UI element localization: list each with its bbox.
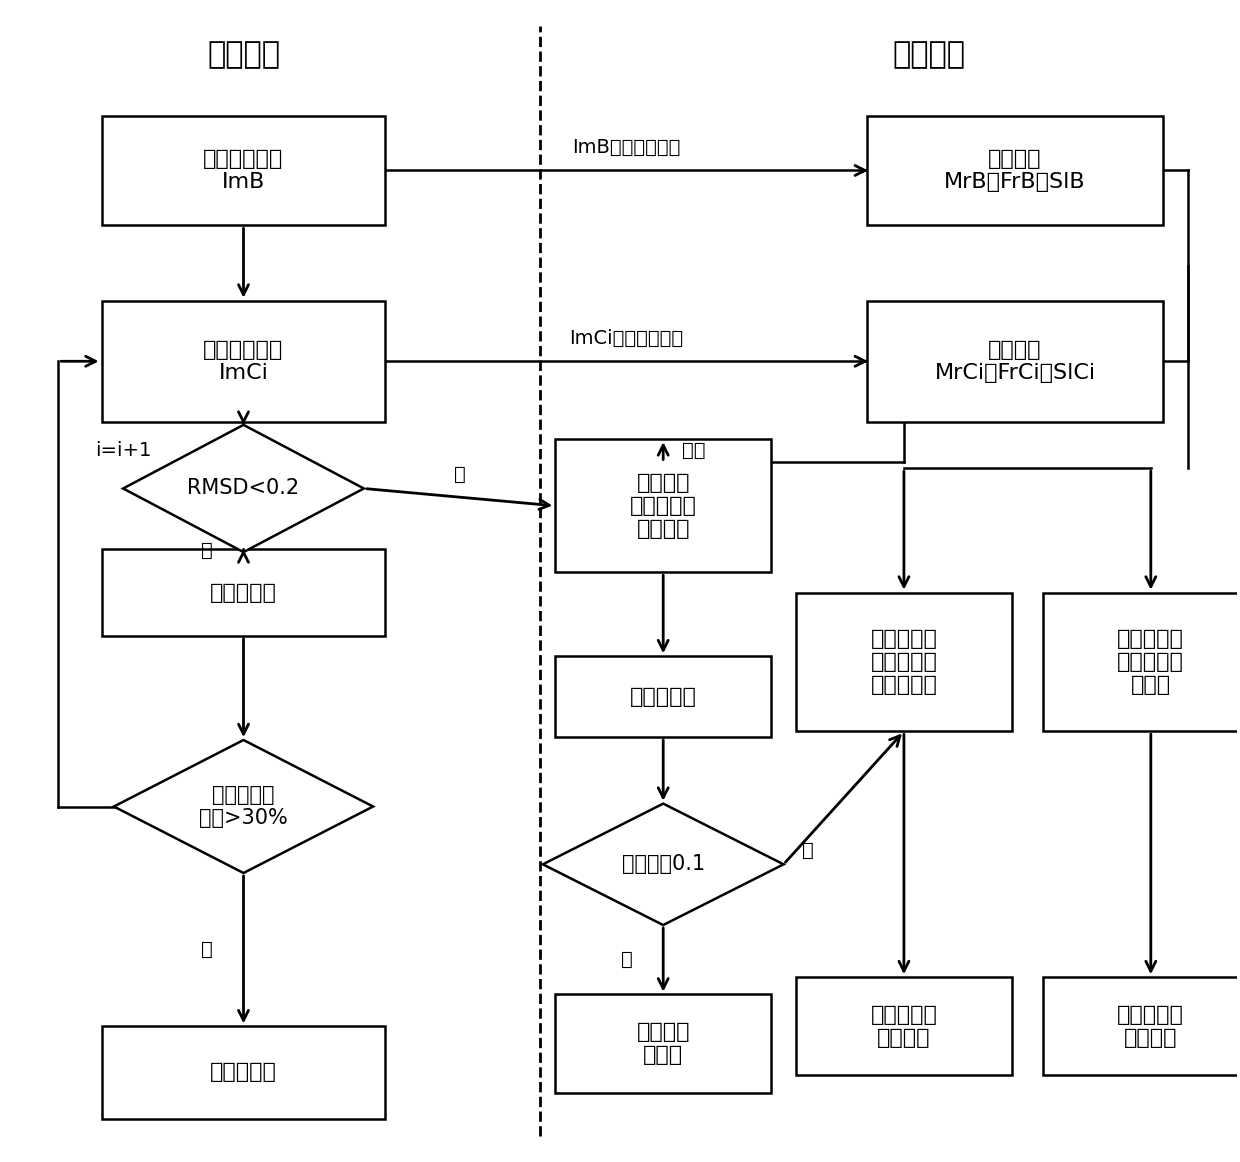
FancyBboxPatch shape — [102, 115, 386, 225]
FancyBboxPatch shape — [1043, 977, 1240, 1075]
Text: 否: 否 — [454, 465, 465, 485]
FancyBboxPatch shape — [796, 977, 1012, 1075]
Text: 信号特征
MrCi，FrCi，SlCi: 信号特征 MrCi，FrCi，SlCi — [935, 339, 1096, 382]
Text: 现行信号采集
ImCi: 现行信号采集 ImCi — [203, 339, 284, 382]
Text: i=i+1: i=i+1 — [95, 442, 151, 460]
FancyBboxPatch shape — [102, 301, 386, 422]
Text: 阻尼降低，
脱层损伤: 阻尼降低， 脱层损伤 — [1117, 1005, 1184, 1048]
Text: 刚度降低，
氢脆现象: 刚度降低， 氢脆现象 — [870, 1005, 937, 1048]
Text: 异常传感器
数量>30%: 异常传感器 数量>30% — [200, 784, 288, 829]
Text: 损伤判断: 损伤判断 — [207, 41, 280, 70]
FancyBboxPatch shape — [556, 657, 771, 737]
Text: 损伤识别: 损伤识别 — [892, 41, 965, 70]
Text: 基准信号采集
ImB: 基准信号采集 ImB — [203, 149, 284, 192]
Text: 信号特征
MrB，FrB，SlB: 信号特征 MrB，FrB，SlB — [944, 149, 1086, 192]
Text: 剔除退化
传感器: 剔除退化 传感器 — [636, 1021, 689, 1066]
Text: 是: 是 — [620, 951, 632, 969]
Text: ImCi信号特征提取: ImCi信号特征提取 — [569, 329, 683, 347]
Text: 是: 是 — [201, 940, 212, 959]
Polygon shape — [543, 804, 784, 925]
Text: 变化超过0.1: 变化超过0.1 — [621, 854, 704, 874]
FancyBboxPatch shape — [102, 1026, 386, 1119]
FancyBboxPatch shape — [867, 115, 1163, 225]
Text: RMSD<0.2: RMSD<0.2 — [187, 479, 300, 498]
FancyBboxPatch shape — [867, 301, 1163, 422]
Text: 补偿: 补偿 — [682, 442, 706, 460]
FancyBboxPatch shape — [556, 995, 771, 1092]
Text: 大面积损伤: 大面积损伤 — [210, 1062, 277, 1083]
Text: 实部幅值
下降或响应
频率上升: 实部幅值 下降或响应 频率上升 — [630, 473, 697, 539]
Text: 虚部斜率下
降，实部响
应频率下降: 虚部斜率下 降，实部响 应频率下降 — [870, 629, 937, 695]
Polygon shape — [123, 425, 363, 552]
Text: 是: 是 — [201, 541, 212, 560]
FancyBboxPatch shape — [1043, 593, 1240, 731]
Text: 传感器退化: 传感器退化 — [630, 687, 697, 706]
FancyBboxPatch shape — [796, 593, 1012, 731]
Text: 否: 否 — [802, 841, 813, 860]
FancyBboxPatch shape — [556, 439, 771, 573]
Text: ImB信号特征提取: ImB信号特征提取 — [572, 138, 681, 157]
Text: 虚部斜率下
降，实部幅
值上升: 虚部斜率下 降，实部幅 值上升 — [1117, 629, 1184, 695]
Text: 无损伤发生: 无损伤发生 — [210, 582, 277, 603]
Polygon shape — [114, 740, 373, 873]
FancyBboxPatch shape — [102, 550, 386, 636]
